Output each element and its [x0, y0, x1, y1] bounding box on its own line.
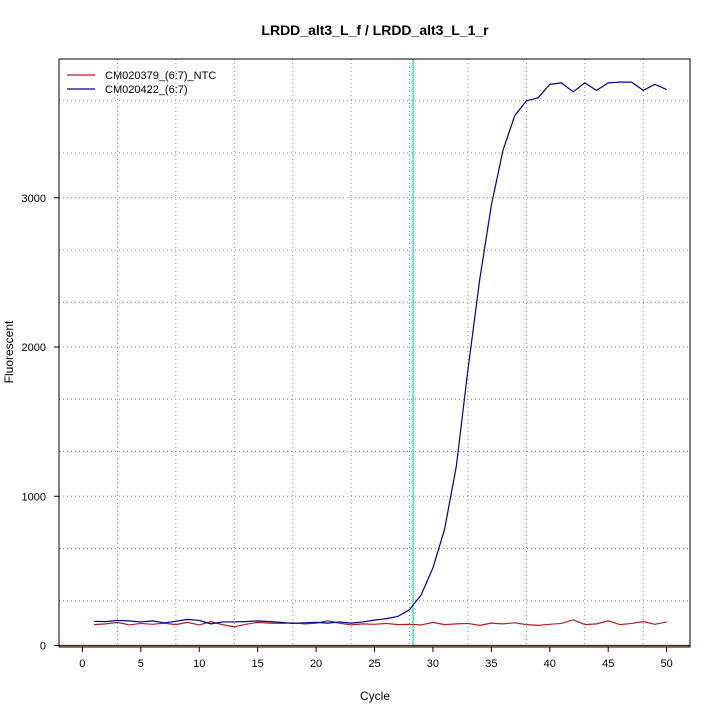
y-axis-label: Fluorescent: [2, 320, 16, 383]
x-tick-label: 30: [427, 658, 439, 670]
series-line-1: [94, 619, 667, 628]
y-tick-label: 3000: [22, 193, 46, 205]
series-layer: [94, 81, 667, 628]
x-tick-label: 50: [661, 658, 673, 670]
x-axis: 0 5 10 15 20 25 30 35 40 45 50: [79, 647, 673, 670]
x-tick-label: 20: [310, 658, 322, 670]
legend-label-2: CM020422_(6:7): [105, 84, 188, 96]
x-axis-label: Cycle: [360, 689, 390, 703]
series-line-2: [94, 81, 667, 625]
x-tick-label: 40: [544, 658, 556, 670]
chart-title: LRDD_alt3_L_f / LRDD_alt3_L_1_r: [261, 22, 489, 38]
grid-layer: [59, 59, 690, 647]
x-tick-label: 0: [79, 658, 85, 670]
x-tick-label: 45: [602, 658, 614, 670]
y-tick-label: 2000: [22, 342, 46, 354]
plot-frame: [58, 58, 691, 648]
x-tick-label: 25: [368, 658, 380, 670]
x-tick-label: 35: [485, 658, 497, 670]
legend: CM020379_(6:7)_NTC CM020422_(6:7): [67, 70, 216, 96]
x-tick-label: 15: [252, 658, 264, 670]
y-axis: 0 1000 2000 3000: [22, 193, 59, 653]
y-tick-label: 0: [40, 641, 46, 653]
x-tick-label: 5: [138, 658, 144, 670]
y-tick-label: 1000: [22, 491, 46, 503]
x-tick-label: 10: [193, 658, 205, 670]
legend-label-1: CM020379_(6:7)_NTC: [105, 70, 216, 82]
